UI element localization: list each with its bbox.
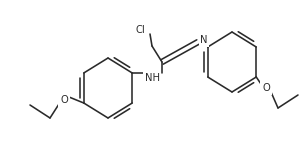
Text: N: N bbox=[200, 35, 208, 45]
Text: O: O bbox=[60, 95, 68, 105]
Text: NH: NH bbox=[144, 73, 159, 83]
Text: O: O bbox=[262, 83, 270, 93]
Text: Cl: Cl bbox=[135, 25, 145, 35]
